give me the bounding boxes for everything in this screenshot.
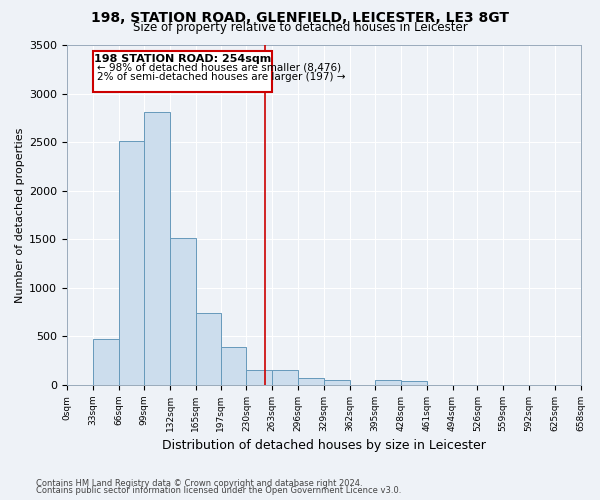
Text: Size of property relative to detached houses in Leicester: Size of property relative to detached ho… — [133, 21, 467, 34]
Bar — [93, 339, 119, 385]
Bar — [247, 370, 272, 385]
Text: 198 STATION ROAD: 254sqm: 198 STATION ROAD: 254sqm — [94, 54, 271, 64]
Bar — [401, 381, 427, 385]
Bar — [170, 238, 196, 385]
Text: 198, STATION ROAD, GLENFIELD, LEICESTER, LE3 8GT: 198, STATION ROAD, GLENFIELD, LEICESTER,… — [91, 11, 509, 25]
Text: Contains public sector information licensed under the Open Government Licence v3: Contains public sector information licen… — [36, 486, 401, 495]
Bar — [119, 141, 144, 385]
Bar — [144, 112, 170, 385]
Y-axis label: Number of detached properties: Number of detached properties — [15, 128, 25, 302]
Bar — [221, 346, 247, 385]
FancyBboxPatch shape — [93, 51, 272, 92]
Text: 2% of semi-detached houses are larger (197) →: 2% of semi-detached houses are larger (1… — [97, 72, 346, 82]
Bar — [272, 370, 298, 385]
Bar — [196, 313, 221, 385]
Text: Contains HM Land Registry data © Crown copyright and database right 2024.: Contains HM Land Registry data © Crown c… — [36, 478, 362, 488]
Bar — [324, 380, 350, 385]
Text: ← 98% of detached houses are smaller (8,476): ← 98% of detached houses are smaller (8,… — [97, 63, 341, 73]
Bar — [375, 380, 401, 385]
X-axis label: Distribution of detached houses by size in Leicester: Distribution of detached houses by size … — [162, 440, 485, 452]
Bar — [298, 378, 324, 385]
